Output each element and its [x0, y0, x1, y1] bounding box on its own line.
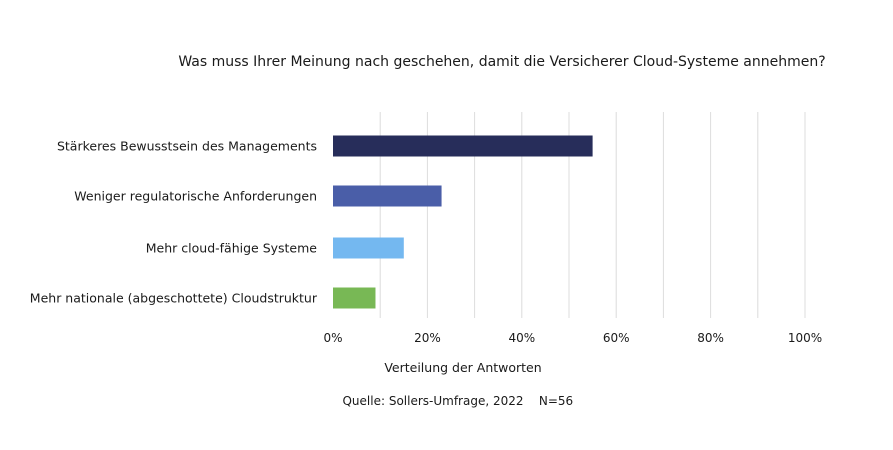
bar [333, 185, 442, 207]
category-label: Mehr nationale (abgeschottete) Cloudstru… [30, 291, 318, 306]
x-tick-label: 80% [697, 331, 724, 345]
x-tick-label: 40% [508, 331, 535, 345]
category-label: Stärkeres Bewusstsein des Managements [57, 139, 317, 154]
category-label: Weniger regulatorische Anforderungen [74, 189, 317, 204]
sample-size: N=56 [539, 394, 573, 408]
source-text: Quelle: Sollers-Umfrage, 2022 [342, 394, 523, 408]
chart-title: Was muss Ihrer Meinung nach geschehen, d… [178, 54, 825, 70]
bar [333, 237, 404, 259]
ticks-layer: 0% 20% 40% 60% 80% 100% [323, 331, 822, 345]
x-tick-label: 60% [603, 331, 630, 345]
category-label: Mehr cloud-fähige Systeme [146, 241, 318, 256]
x-tick-label: 20% [414, 331, 441, 345]
bar [333, 135, 593, 157]
labels-layer: Stärkeres Bewusstsein des Managements Wen… [30, 139, 318, 306]
bar [333, 287, 376, 309]
x-axis-title: Verteilung der Antworten [384, 360, 541, 375]
x-tick-label: 100% [788, 331, 822, 345]
x-tick-label: 0% [323, 331, 342, 345]
bars-layer [333, 135, 593, 309]
